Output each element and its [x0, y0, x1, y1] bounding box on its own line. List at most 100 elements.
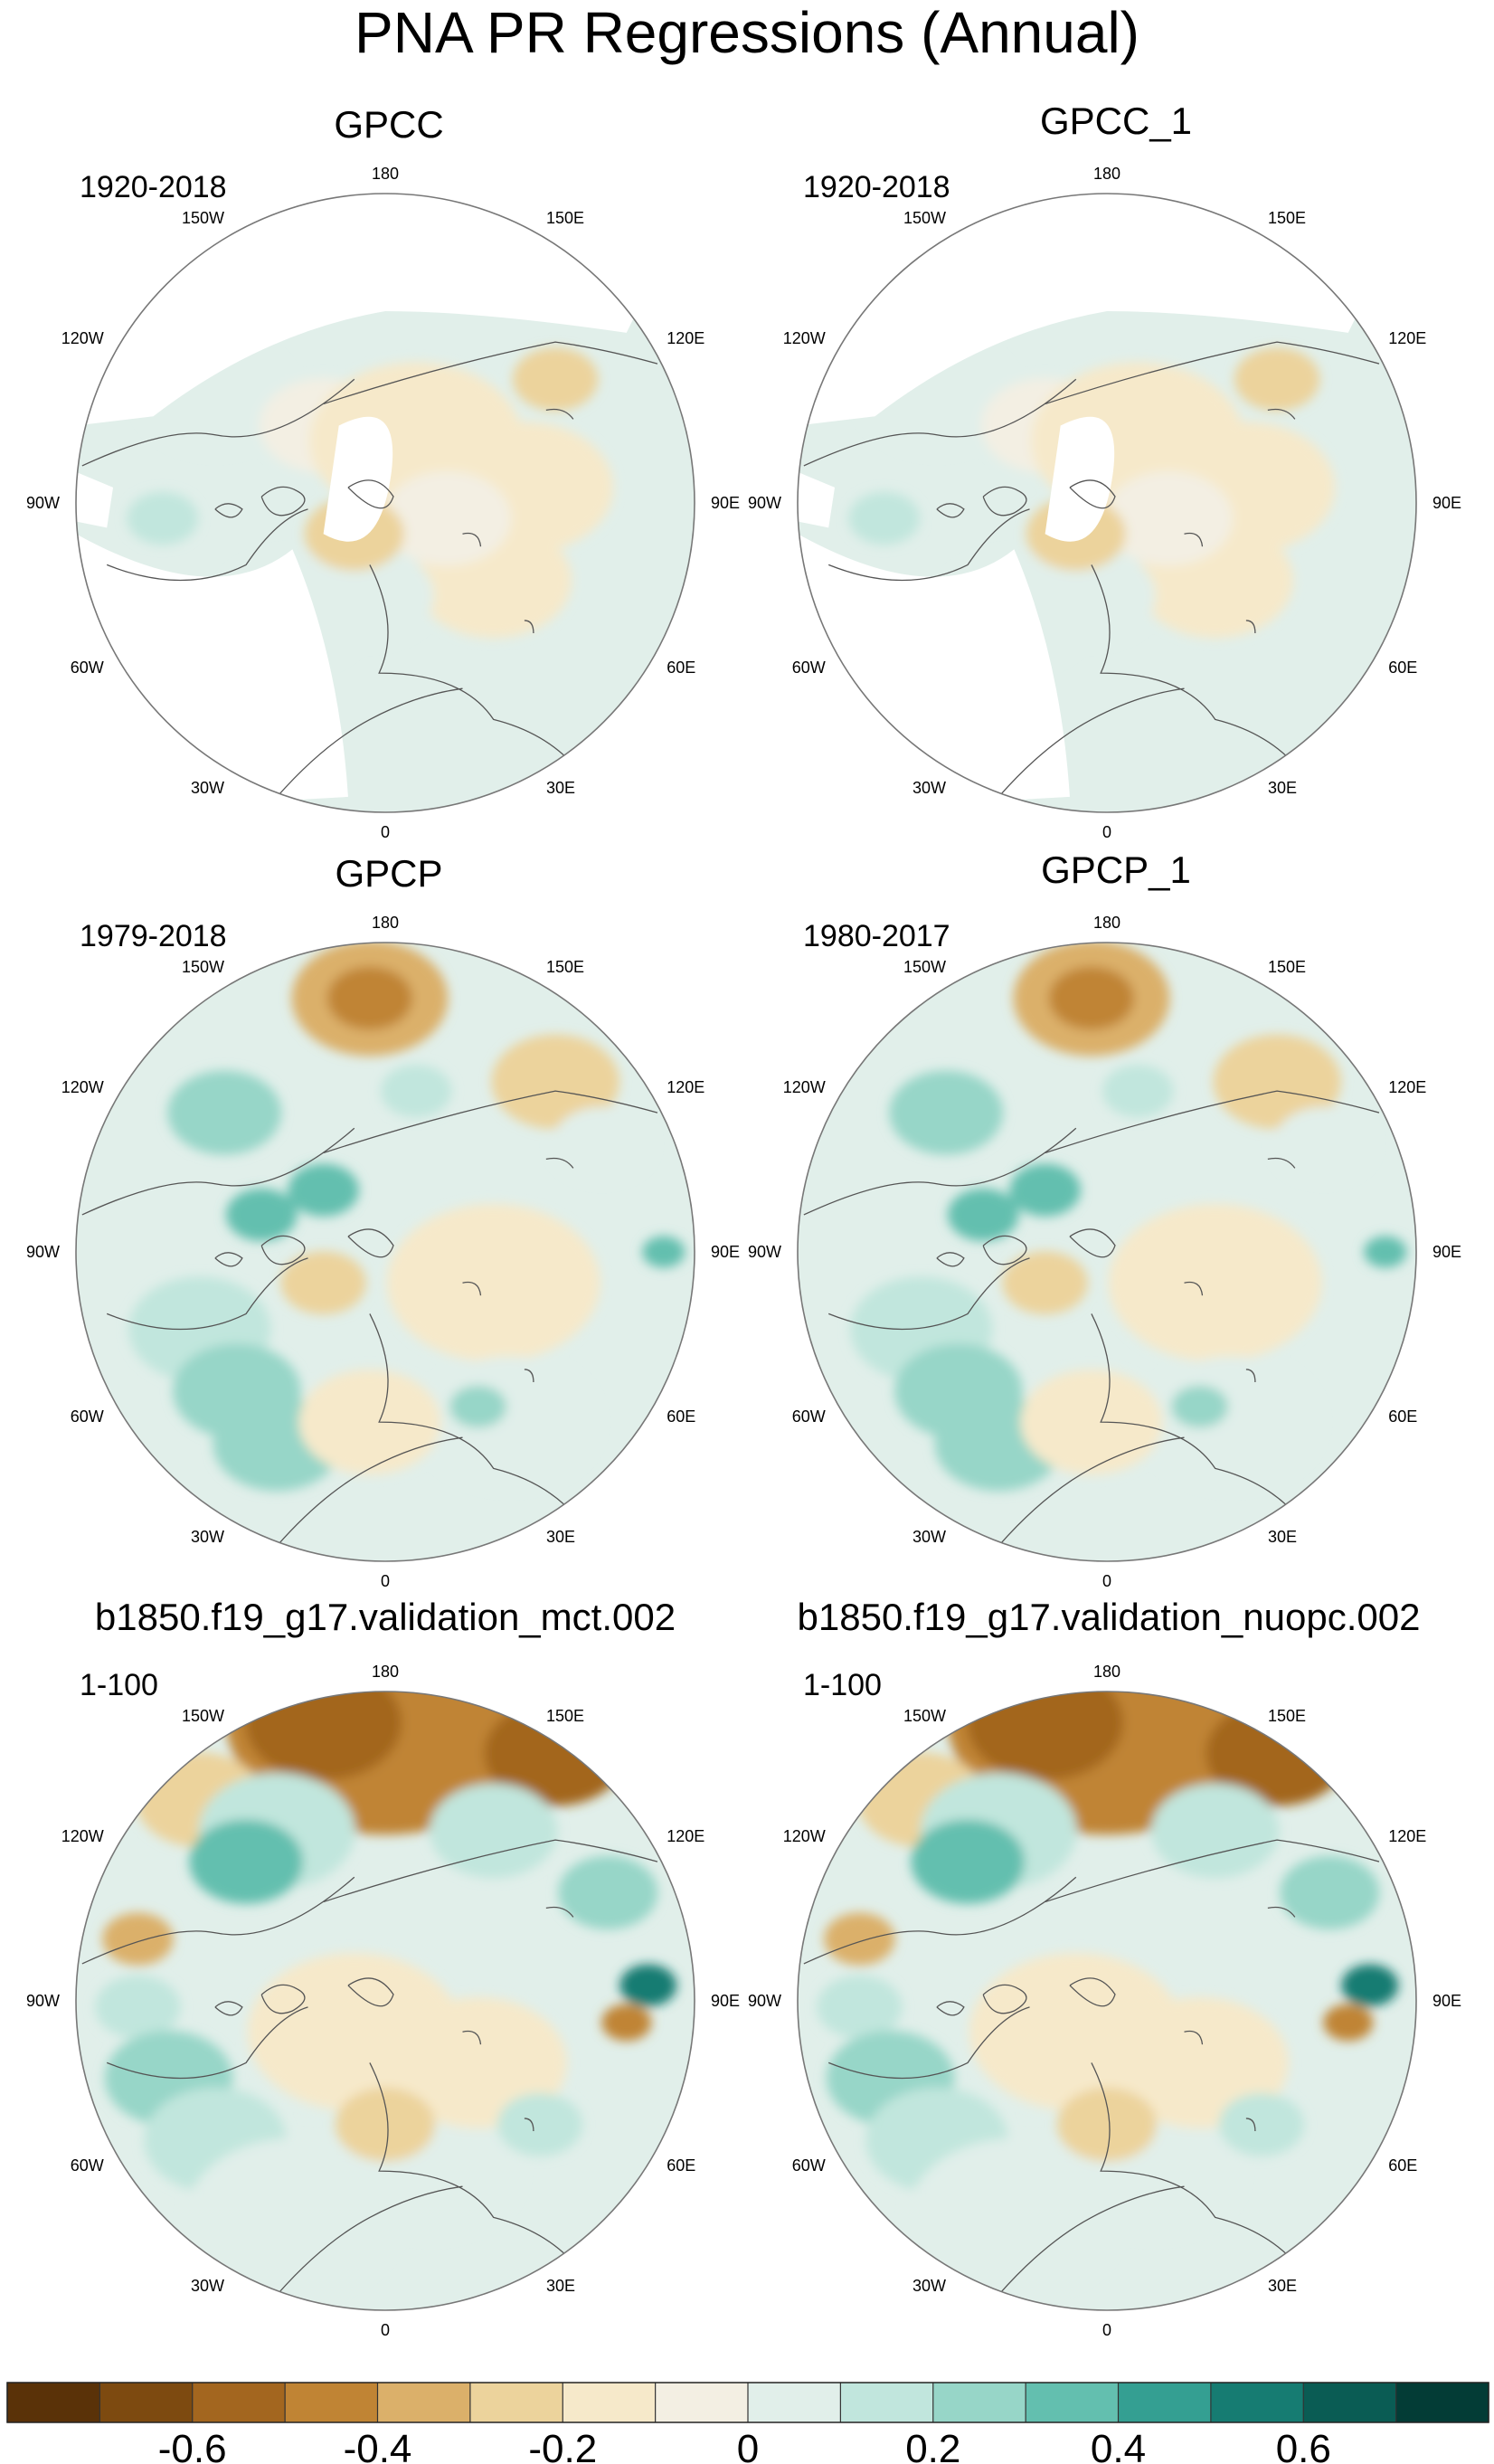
map-border [75, 1691, 695, 2311]
longitude-label: 90E [711, 1243, 740, 1261]
longitude-label: 150E [546, 958, 584, 976]
anomaly-patch [383, 470, 512, 566]
panel-period: 1920-2018 [803, 170, 950, 204]
longitude-label: 150W [903, 1707, 946, 1725]
longitude-label: 0 [1102, 2321, 1111, 2339]
colorbar-bin [655, 2383, 749, 2422]
panel-period: 1920-2018 [80, 170, 227, 204]
anomaly-patch [1323, 2004, 1374, 2042]
longitude-label: 150E [1268, 1707, 1306, 1725]
longitude-label: 90E [711, 494, 740, 512]
colorbar-bin [1026, 2383, 1120, 2422]
map-border [797, 193, 1417, 813]
polar-map [76, 194, 695, 812]
longitude-label: 90W [748, 1992, 781, 2010]
anomaly-patch [817, 1975, 903, 2039]
anomaly-patch [189, 1819, 304, 1904]
anomaly-patch [642, 1236, 686, 1268]
colorbar-bin [192, 2383, 286, 2422]
colorbar-bin [1395, 2383, 1489, 2422]
anomaly-patch [1102, 1065, 1174, 1118]
anomaly-patch [911, 1819, 1026, 1904]
anomaly-patch [280, 1251, 366, 1315]
panel-period: 1-100 [80, 1668, 158, 1702]
colorbar-bin [7, 2383, 100, 2422]
anomaly-patch [512, 347, 599, 412]
panel-3: GPCP 1979-2018 180 150E 120E 90E 60E 30E 0 30W 60W… [26, 852, 740, 1590]
polar-map [798, 943, 1416, 1561]
longitude-label: 150E [1268, 958, 1306, 976]
colorbar-bin [469, 2383, 563, 2422]
longitude-label: 60E [1388, 1407, 1417, 1426]
panel-title: GPCC [334, 103, 443, 146]
anomaly-patch [1027, 548, 1156, 643]
map-border [75, 942, 695, 1562]
anomaly-patch [1141, 1356, 1320, 1488]
longitude-label: 120W [61, 329, 104, 347]
polar-map [798, 1692, 1416, 2310]
anomaly-patch [102, 1912, 174, 1966]
anomaly-patch [619, 1964, 677, 2007]
polar-map [76, 943, 695, 1561]
longitude-label: 180 [1093, 914, 1120, 932]
colorbar-frame [6, 2382, 1489, 2423]
longitude-label: 30E [546, 779, 575, 797]
longitude-label: 60E [667, 2156, 695, 2175]
anomaly-patch [496, 2092, 583, 2156]
longitude-label: 120E [1388, 329, 1426, 347]
coastlines [803, 1090, 1380, 1547]
longitude-label: 0 [1102, 823, 1111, 841]
longitude-label: 90W [748, 494, 781, 512]
colorbar-bin [840, 2383, 934, 2422]
anomaly-patch [889, 1070, 1004, 1155]
longitude-label: 90W [26, 1243, 60, 1261]
colorbar-tick-label: -0.6 [158, 2427, 227, 2464]
anomaly-patch [1150, 1783, 1280, 1879]
coastlines [81, 1839, 658, 2296]
anomaly-patch [1020, 1369, 1163, 1475]
longitude-label: 60E [1388, 659, 1417, 677]
longitude-label: 60W [71, 1407, 104, 1426]
longitude-label: 30W [912, 779, 946, 797]
colorbar-bin [563, 2383, 657, 2422]
longitude-label: 60W [71, 2156, 104, 2175]
longitude-label: 150E [546, 209, 584, 227]
anomaly-patch [225, 1188, 298, 1242]
longitude-label: 120E [667, 1078, 704, 1096]
coastlines [81, 1090, 658, 1547]
longitude-label: 90E [1433, 1243, 1461, 1261]
longitude-label: 180 [1093, 165, 1120, 183]
anomaly-patch [1213, 1034, 1341, 1130]
longitude-label: 150W [182, 1707, 224, 1725]
longitude-label: 120W [61, 1827, 104, 1845]
anomaly-patch [1341, 1964, 1399, 2007]
anomaly-patch [1234, 347, 1320, 412]
anomaly-patch [1048, 966, 1135, 1030]
longitude-label: 30W [191, 1528, 224, 1546]
longitude-label: 150W [903, 958, 946, 976]
map-border [75, 193, 695, 813]
panel-2: GPCC_1 1920-2018 180 150E 120E 90E 60E 30E 0 30W 6… [748, 100, 1461, 841]
anomaly-patch [429, 1783, 558, 1879]
longitude-label: 30E [546, 2277, 575, 2295]
longitude-label: 150W [182, 209, 224, 227]
longitude-label: 180 [372, 1663, 399, 1681]
panel-period: 1979-2018 [80, 919, 227, 953]
colorbar-bin [99, 2383, 194, 2422]
longitude-label: 150W [903, 209, 946, 227]
anomaly-patch [1104, 470, 1234, 566]
coastlines [803, 1839, 1380, 2296]
longitude-label: 60W [792, 1407, 826, 1426]
polar-map [76, 1692, 695, 2310]
anomaly-patch [420, 1356, 599, 1488]
panel-title: GPCP [335, 852, 442, 895]
longitude-label: 150E [1268, 209, 1306, 227]
figure-title: PNA PR Regressions (Annual) [355, 0, 1139, 65]
anomaly-patch [245, 1692, 402, 1781]
colorbar-bin [748, 2383, 841, 2422]
panel-title: b1850.f19_g17.validation_nuopc.002 [798, 1596, 1421, 1638]
longitude-label: 90E [1433, 494, 1461, 512]
longitude-label: 0 [381, 823, 390, 841]
longitude-label: 150W [182, 958, 224, 976]
